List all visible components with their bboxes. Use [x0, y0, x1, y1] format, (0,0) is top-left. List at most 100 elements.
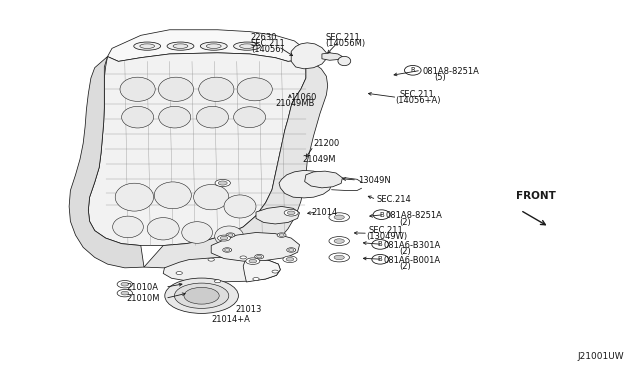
Polygon shape	[291, 43, 326, 69]
Ellipse shape	[329, 213, 349, 222]
Text: B: B	[379, 212, 384, 218]
Text: 21010M: 21010M	[127, 294, 160, 303]
Polygon shape	[144, 48, 328, 268]
Ellipse shape	[246, 258, 260, 264]
Ellipse shape	[277, 233, 286, 237]
Ellipse shape	[174, 283, 229, 308]
Text: (2): (2)	[399, 262, 411, 271]
Text: 081A8-8251A: 081A8-8251A	[422, 67, 479, 76]
Ellipse shape	[218, 235, 230, 241]
Text: 13049N: 13049N	[358, 176, 390, 185]
Polygon shape	[69, 57, 144, 268]
Text: (14056+A): (14056+A)	[395, 96, 440, 105]
Text: SEC.211: SEC.211	[325, 33, 360, 42]
Polygon shape	[243, 257, 280, 282]
Ellipse shape	[167, 42, 194, 50]
Ellipse shape	[279, 234, 284, 237]
Text: (13049W): (13049W)	[367, 232, 408, 241]
Text: 21200: 21200	[314, 139, 340, 148]
Ellipse shape	[184, 287, 219, 304]
Text: SEC.211: SEC.211	[369, 226, 403, 235]
Text: 21049M: 21049M	[303, 155, 336, 164]
Ellipse shape	[134, 42, 161, 50]
Ellipse shape	[121, 282, 129, 286]
Ellipse shape	[117, 280, 132, 288]
Text: 21013: 21013	[236, 305, 262, 314]
Ellipse shape	[283, 256, 297, 263]
Ellipse shape	[173, 44, 188, 48]
Ellipse shape	[272, 270, 278, 273]
Ellipse shape	[338, 57, 351, 65]
Ellipse shape	[113, 216, 143, 238]
Text: R: R	[410, 67, 415, 73]
Ellipse shape	[121, 291, 129, 295]
Ellipse shape	[220, 236, 228, 240]
Text: 22630: 22630	[251, 33, 277, 42]
Text: 21049MB: 21049MB	[275, 99, 315, 108]
Text: (14056M): (14056M)	[325, 39, 365, 48]
Ellipse shape	[215, 226, 244, 246]
Polygon shape	[211, 232, 300, 261]
Text: 21014+A: 21014+A	[211, 315, 250, 324]
Polygon shape	[322, 53, 342, 60]
Polygon shape	[279, 170, 332, 198]
Ellipse shape	[284, 209, 298, 216]
Ellipse shape	[208, 258, 214, 261]
Ellipse shape	[253, 278, 259, 280]
Polygon shape	[305, 171, 342, 188]
Ellipse shape	[287, 248, 296, 252]
Text: SEC.211: SEC.211	[399, 90, 434, 99]
Ellipse shape	[289, 248, 294, 251]
Ellipse shape	[194, 185, 229, 210]
Ellipse shape	[225, 248, 230, 251]
Ellipse shape	[287, 211, 295, 215]
Ellipse shape	[115, 183, 154, 211]
Text: 081A6-B301A: 081A6-B301A	[384, 241, 441, 250]
Text: SEC.214: SEC.214	[376, 195, 411, 204]
Ellipse shape	[234, 42, 260, 50]
Ellipse shape	[120, 77, 155, 101]
Ellipse shape	[206, 44, 221, 48]
Ellipse shape	[176, 272, 182, 275]
Ellipse shape	[154, 182, 191, 209]
Ellipse shape	[196, 106, 228, 128]
Polygon shape	[256, 206, 300, 224]
Ellipse shape	[334, 255, 344, 260]
Polygon shape	[88, 53, 306, 246]
Text: SEC.211: SEC.211	[251, 39, 285, 48]
Ellipse shape	[249, 259, 257, 263]
Ellipse shape	[239, 44, 255, 48]
Ellipse shape	[147, 218, 179, 240]
Text: 21014: 21014	[311, 208, 337, 217]
Polygon shape	[108, 30, 307, 61]
Ellipse shape	[117, 289, 132, 297]
Text: 081A8-8251A: 081A8-8251A	[385, 211, 442, 220]
Ellipse shape	[165, 278, 239, 313]
Ellipse shape	[224, 195, 256, 218]
Text: B: B	[378, 241, 383, 247]
Text: B: B	[378, 256, 383, 262]
Text: 21010A: 21010A	[127, 283, 159, 292]
Text: 081A6-B001A: 081A6-B001A	[384, 256, 441, 265]
Text: J21001UW: J21001UW	[577, 352, 624, 361]
Polygon shape	[163, 257, 280, 282]
Ellipse shape	[218, 181, 227, 185]
Ellipse shape	[200, 42, 227, 50]
Ellipse shape	[199, 77, 234, 101]
Ellipse shape	[286, 257, 294, 261]
Ellipse shape	[214, 280, 221, 283]
Ellipse shape	[237, 78, 273, 101]
Ellipse shape	[234, 107, 266, 128]
Text: FRONT: FRONT	[516, 191, 556, 201]
Ellipse shape	[329, 253, 349, 262]
Ellipse shape	[140, 44, 155, 48]
Ellipse shape	[334, 215, 344, 219]
Ellipse shape	[159, 77, 193, 101]
Ellipse shape	[334, 239, 344, 243]
Ellipse shape	[257, 255, 262, 258]
Text: 11060: 11060	[290, 93, 316, 102]
Ellipse shape	[329, 237, 349, 246]
Ellipse shape	[240, 256, 246, 259]
Ellipse shape	[255, 254, 264, 259]
Ellipse shape	[226, 233, 235, 237]
